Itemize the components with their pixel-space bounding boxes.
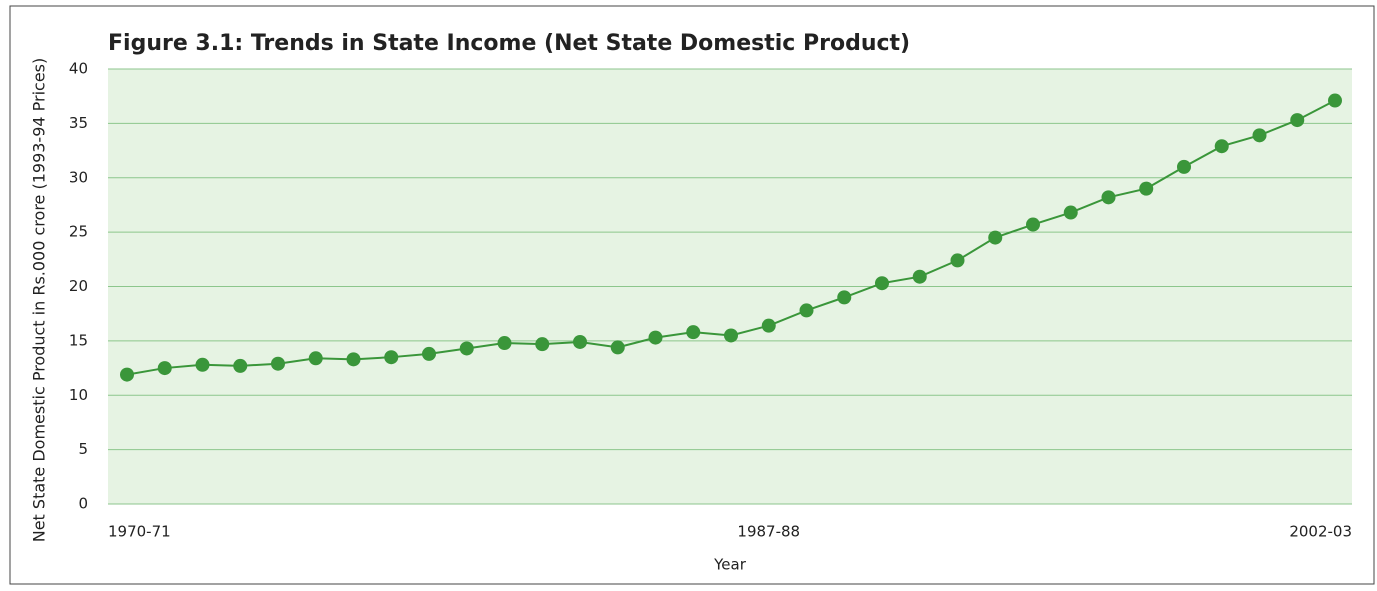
y-tick-label: 0 bbox=[78, 495, 88, 513]
y-axis-title: Net State Domestic Product in Rs.000 cro… bbox=[30, 58, 49, 543]
x-tick-label: 1970-71 bbox=[108, 523, 171, 541]
data-point bbox=[195, 357, 210, 372]
data-point bbox=[459, 341, 474, 356]
y-tick-label: 35 bbox=[69, 114, 88, 132]
data-point bbox=[686, 325, 701, 340]
chart-title: Figure 3.1: Trends in State Income (Net … bbox=[108, 31, 910, 56]
data-point bbox=[308, 351, 323, 366]
x-tick-label: 2002-03 bbox=[1289, 523, 1352, 541]
x-axis-title: Year bbox=[713, 556, 747, 574]
data-point bbox=[1214, 139, 1229, 154]
y-tick-label: 15 bbox=[69, 331, 88, 349]
data-point bbox=[1328, 93, 1342, 108]
data-point bbox=[573, 334, 587, 349]
data-point bbox=[1252, 128, 1267, 143]
data-point bbox=[1177, 159, 1191, 174]
y-tick-label: 10 bbox=[69, 386, 88, 404]
data-point bbox=[1063, 205, 1078, 220]
data-point bbox=[422, 346, 436, 361]
data-point bbox=[233, 358, 248, 373]
data-point bbox=[988, 230, 1003, 245]
data-point bbox=[120, 367, 134, 382]
y-tick-label: 20 bbox=[69, 277, 88, 295]
data-point bbox=[648, 330, 663, 345]
x-tick-label: 1987-88 bbox=[737, 523, 800, 541]
data-point bbox=[384, 350, 399, 365]
data-point bbox=[157, 361, 172, 376]
data-point bbox=[346, 352, 361, 367]
y-tick-label: 40 bbox=[69, 60, 88, 78]
data-point bbox=[724, 328, 738, 343]
data-point bbox=[1101, 190, 1116, 205]
frame bbox=[9, 5, 1375, 585]
data-point bbox=[837, 290, 852, 305]
data-point bbox=[271, 356, 285, 371]
y-tick-label: 25 bbox=[69, 223, 88, 241]
data-point bbox=[950, 253, 965, 268]
data-point bbox=[1026, 217, 1040, 232]
data-point bbox=[535, 337, 550, 352]
data-point bbox=[761, 318, 776, 333]
data-point bbox=[1290, 113, 1305, 128]
data-point bbox=[875, 276, 889, 291]
data-point bbox=[610, 340, 625, 355]
y-tick-label: 30 bbox=[69, 168, 88, 186]
data-point bbox=[799, 303, 814, 318]
data-point bbox=[497, 336, 512, 351]
data-point bbox=[912, 269, 927, 284]
data-point bbox=[1139, 181, 1154, 196]
y-tick-label: 5 bbox=[78, 440, 88, 458]
